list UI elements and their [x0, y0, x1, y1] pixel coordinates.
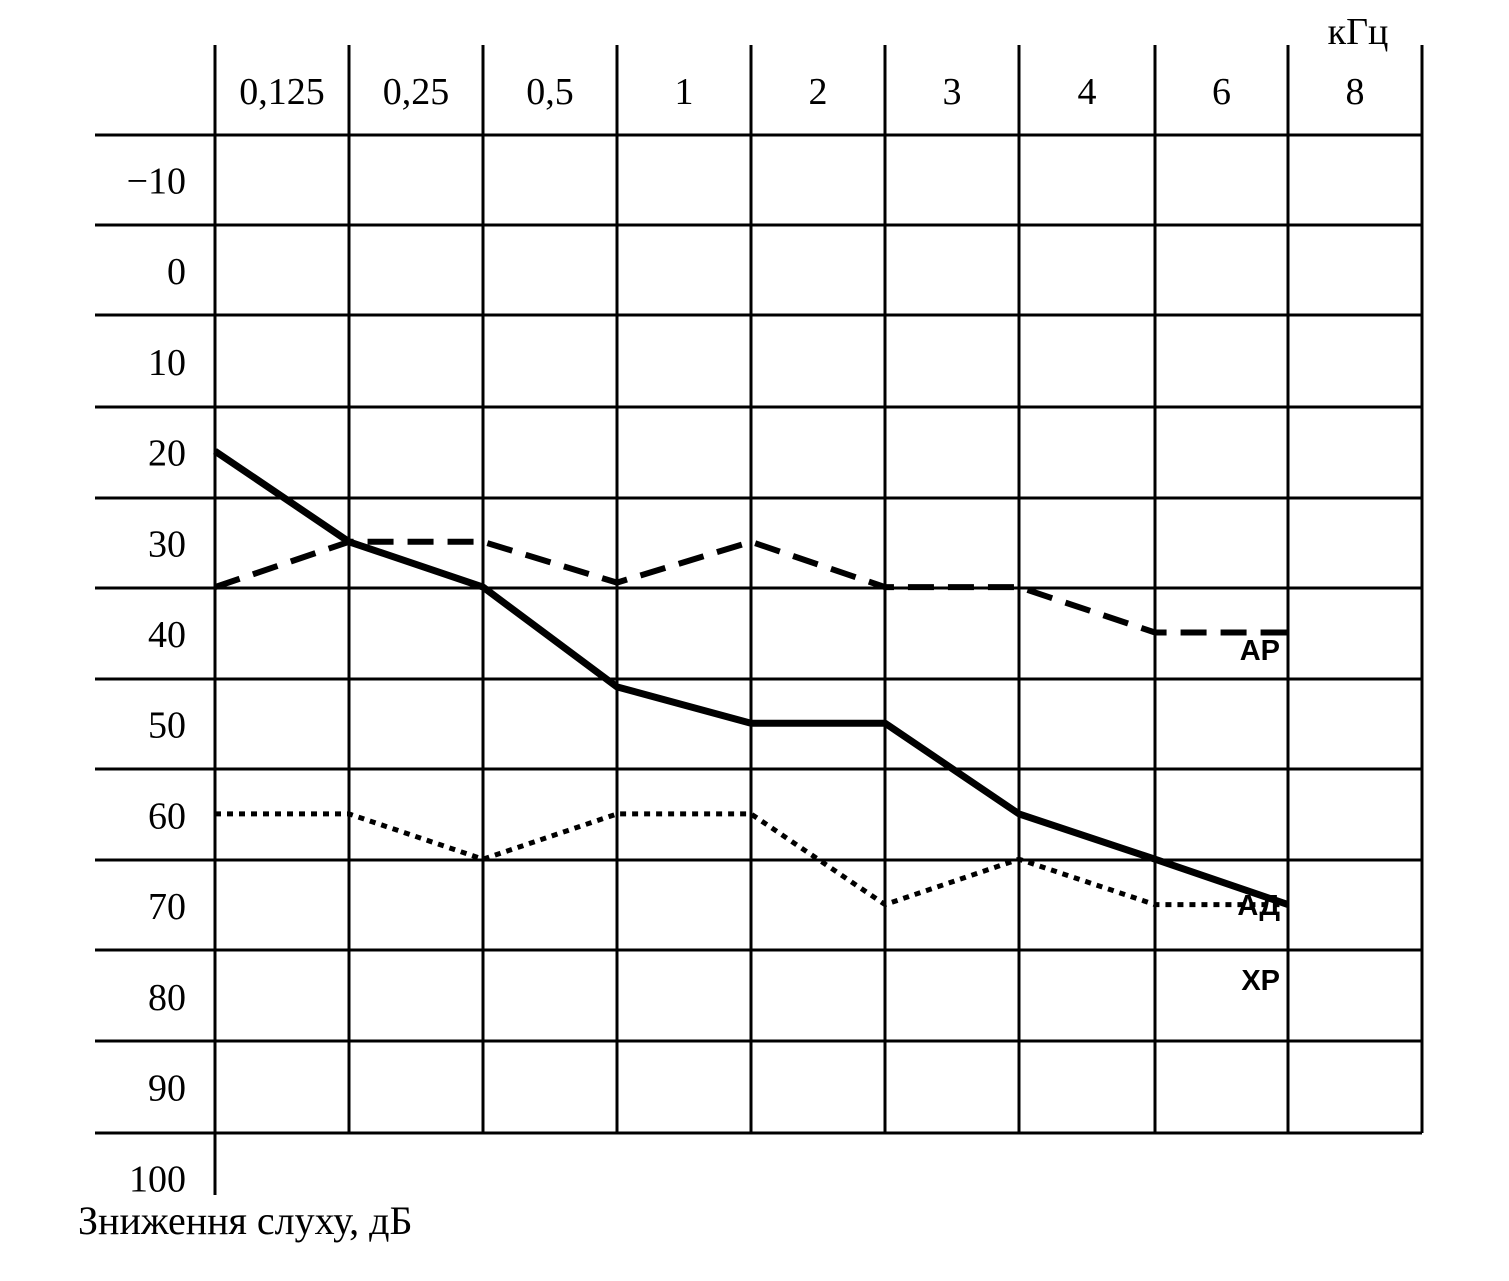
y-axis-label: Зниження слуху, дБ — [78, 1198, 412, 1243]
x-tick-label: 2 — [809, 71, 828, 113]
x-tick-label: 0,5 — [526, 71, 574, 113]
series-label: АР — [1240, 635, 1280, 667]
x-tick-labels: 0,125 0,25 0,5 1 2 3 4 6 8 — [239, 71, 1364, 113]
series-line — [215, 811, 1288, 908]
y-tick-label: 10 — [148, 342, 186, 384]
x-tick-label: 3 — [943, 71, 962, 113]
series-line — [213, 448, 1290, 908]
x-tick-label: 0,125 — [239, 71, 325, 113]
x-tick-label: 1 — [675, 71, 694, 113]
series-line — [214, 538, 1288, 636]
y-tick-label: −10 — [127, 160, 186, 202]
x-tick-label: 4 — [1078, 71, 1097, 113]
series-lines — [213, 448, 1290, 908]
y-tick-label: 60 — [148, 795, 186, 837]
y-tick-label: 80 — [148, 977, 186, 1019]
series-labels: АД АР ХР — [1237, 635, 1280, 997]
y-tick-label: 90 — [148, 1068, 186, 1110]
x-tick-label: 6 — [1212, 71, 1231, 113]
y-tick-label: 40 — [148, 614, 186, 656]
y-tick-label: 20 — [148, 433, 186, 475]
y-tick-label: 30 — [148, 523, 186, 565]
x-tick-label: 8 — [1346, 71, 1365, 113]
x-axis-unit: кГц — [1328, 11, 1389, 53]
chart-grid — [95, 45, 1424, 1195]
series-label: АД — [1237, 890, 1280, 922]
y-tick-label: 0 — [167, 251, 186, 293]
y-tick-label: 70 — [148, 886, 186, 928]
x-tick-label: 0,25 — [383, 71, 450, 113]
y-tick-labels: −10 0 10 20 30 40 50 60 70 80 90 100 — [127, 160, 186, 1200]
y-tick-label: 50 — [148, 705, 186, 747]
y-tick-label: 100 — [129, 1158, 186, 1200]
series-label: ХР — [1241, 965, 1280, 997]
